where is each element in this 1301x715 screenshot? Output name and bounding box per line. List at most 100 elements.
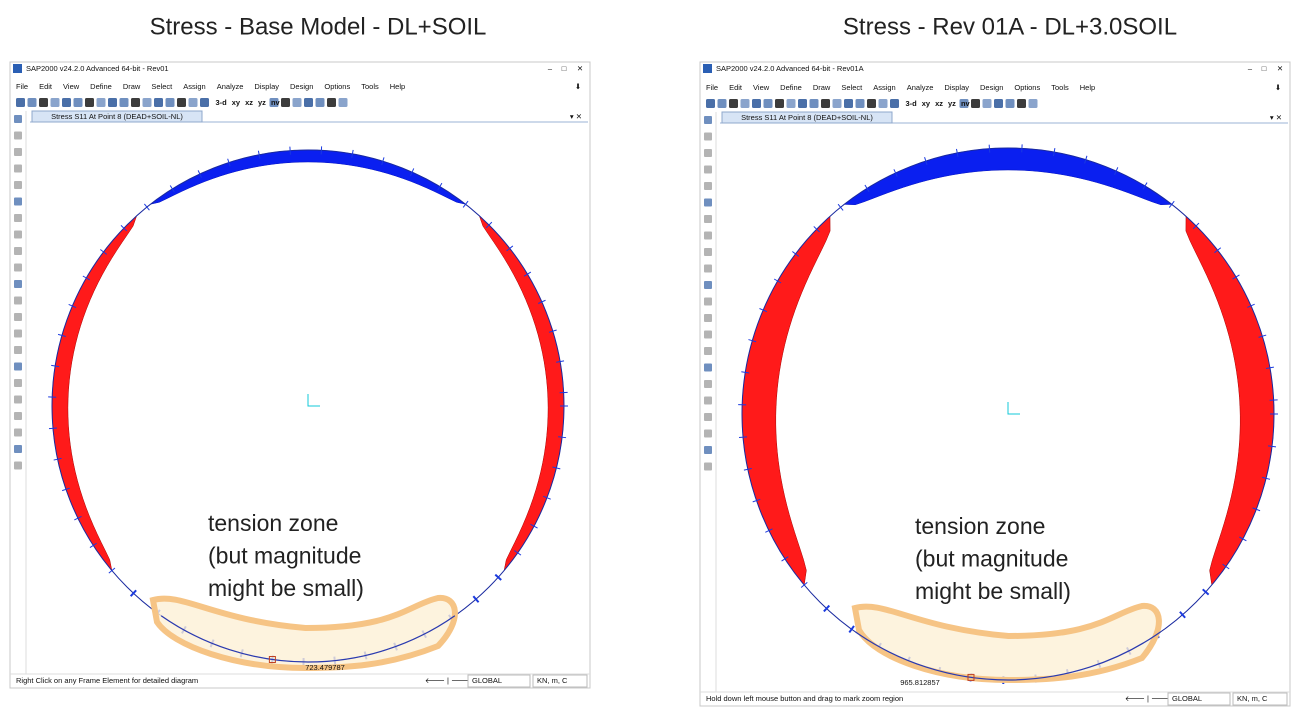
side-tool[interactable] xyxy=(14,362,22,371)
view-button[interactable]: nv xyxy=(271,98,281,107)
side-tool[interactable] xyxy=(704,116,712,124)
menu-item[interactable]: Design xyxy=(980,83,1003,92)
menu-item[interactable]: Analyze xyxy=(217,82,244,91)
tab-close[interactable]: ▾ ✕ xyxy=(1270,113,1282,122)
side-tool[interactable] xyxy=(14,247,22,255)
menu-item[interactable]: Display xyxy=(944,83,969,92)
side-tool[interactable] xyxy=(704,347,712,355)
side-tool[interactable] xyxy=(704,429,712,438)
side-tool[interactable] xyxy=(704,165,712,174)
toolbar-button[interactable] xyxy=(717,99,727,108)
toolbar-button[interactable] xyxy=(832,99,842,108)
side-tool[interactable] xyxy=(14,313,22,321)
coord-dropdown[interactable] xyxy=(467,674,531,688)
toolbar-button[interactable] xyxy=(740,99,750,108)
toolbar-button[interactable] xyxy=(729,99,738,108)
toolbar-button[interactable] xyxy=(775,99,784,108)
toolbar-button[interactable] xyxy=(96,98,106,107)
side-tool[interactable] xyxy=(14,461,22,470)
toolbar-button[interactable] xyxy=(315,98,325,107)
window-control[interactable]: ✕ xyxy=(1277,64,1283,73)
side-tool[interactable] xyxy=(14,230,22,239)
side-tool[interactable] xyxy=(14,445,22,453)
view-button[interactable]: xy xyxy=(922,99,931,108)
side-tool[interactable] xyxy=(704,446,712,454)
window-control[interactable]: □ xyxy=(1262,64,1267,73)
menu-item[interactable]: Options xyxy=(324,82,350,91)
tab-close[interactable]: ▾ ✕ xyxy=(570,112,582,121)
toolbar-button[interactable] xyxy=(763,99,773,108)
side-tool[interactable] xyxy=(14,164,22,173)
side-tool[interactable] xyxy=(14,197,22,206)
menu-item[interactable]: View xyxy=(63,82,80,91)
units-dropdown[interactable] xyxy=(1232,692,1288,706)
toolbar-button[interactable] xyxy=(867,99,876,108)
side-tool[interactable] xyxy=(14,263,22,272)
view-button[interactable]: xz xyxy=(935,99,943,108)
side-tool[interactable] xyxy=(704,462,712,471)
toolbar-button[interactable] xyxy=(39,98,48,107)
menu-item[interactable]: Analyze xyxy=(907,83,934,92)
toolbar-button[interactable] xyxy=(50,98,60,107)
toolbar-button[interactable] xyxy=(1017,99,1026,108)
toolbar-button[interactable] xyxy=(108,98,117,107)
menu-item[interactable]: Select xyxy=(151,82,173,91)
toolbar-button[interactable] xyxy=(994,99,1003,108)
window-control[interactable]: – xyxy=(1248,64,1253,73)
tab[interactable] xyxy=(31,110,203,123)
toolbar-button[interactable] xyxy=(327,98,336,107)
menu-item[interactable]: Tools xyxy=(361,82,379,91)
toolbar-button[interactable] xyxy=(959,99,969,108)
toolbar-button[interactable] xyxy=(844,99,853,108)
side-tool[interactable] xyxy=(704,330,712,339)
side-tool[interactable] xyxy=(704,231,712,240)
menu-item[interactable]: View xyxy=(753,83,770,92)
menu-item[interactable]: Select xyxy=(841,83,863,92)
toolbar-button[interactable] xyxy=(27,98,37,107)
toolbar-button[interactable] xyxy=(131,98,140,107)
side-tool[interactable] xyxy=(704,132,712,141)
side-tool[interactable] xyxy=(14,214,22,222)
window-control[interactable]: □ xyxy=(562,64,567,73)
side-tool[interactable] xyxy=(704,380,712,388)
view-button[interactable]: xz xyxy=(245,98,253,107)
side-tool[interactable] xyxy=(704,198,712,207)
side-tool[interactable] xyxy=(14,412,22,420)
toolbar-button[interactable] xyxy=(706,99,715,108)
toolbar-button[interactable] xyxy=(1005,99,1015,108)
menu-item[interactable]: Help xyxy=(1080,83,1095,92)
side-tool[interactable] xyxy=(704,363,712,372)
side-tool[interactable] xyxy=(704,149,712,157)
side-tool[interactable] xyxy=(704,264,712,273)
toolbar-button[interactable] xyxy=(62,98,71,107)
window-control[interactable]: – xyxy=(548,64,553,73)
toolbar-button[interactable] xyxy=(1028,99,1038,108)
toolbar-button[interactable] xyxy=(142,98,152,107)
toolbar-button[interactable] xyxy=(292,98,302,107)
menu-item[interactable]: Options xyxy=(1014,83,1040,92)
toolbar-button[interactable] xyxy=(165,98,175,107)
menu-item[interactable]: Edit xyxy=(729,83,743,92)
coord-dropdown[interactable] xyxy=(1167,692,1231,706)
side-tool[interactable] xyxy=(704,215,712,223)
side-tool[interactable] xyxy=(14,428,22,437)
toolbar-button[interactable] xyxy=(752,99,761,108)
view-button[interactable]: 3-d xyxy=(216,98,228,107)
window-control[interactable]: ✕ xyxy=(577,64,583,73)
toolbar-button[interactable] xyxy=(188,98,198,107)
side-tool[interactable] xyxy=(704,396,712,405)
side-tool[interactable] xyxy=(14,346,22,354)
toolbar-button[interactable] xyxy=(73,98,83,107)
toolbar-button[interactable] xyxy=(16,98,25,107)
view-button[interactable]: yz xyxy=(948,99,956,108)
side-tool[interactable] xyxy=(14,181,22,189)
menu-item[interactable]: Draw xyxy=(813,83,831,92)
tab[interactable] xyxy=(721,111,893,124)
menu-item[interactable]: File xyxy=(706,83,718,92)
side-tool[interactable] xyxy=(14,296,22,305)
toolbar-button[interactable] xyxy=(798,99,807,108)
menu-item[interactable]: Define xyxy=(90,82,112,91)
menu-item[interactable]: Tools xyxy=(1051,83,1069,92)
toolbar-button[interactable] xyxy=(855,99,865,108)
toolbar-button[interactable] xyxy=(890,99,899,108)
